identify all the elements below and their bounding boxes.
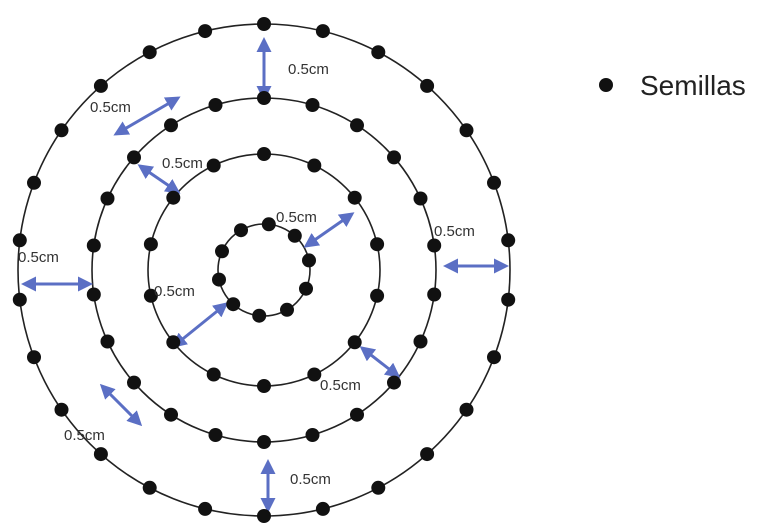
seed-dot — [206, 158, 221, 173]
seed-dot — [164, 118, 178, 133]
spacing-top-label: 0.5cm — [288, 61, 329, 78]
seed-dot — [142, 480, 157, 495]
seed-dot — [257, 379, 271, 393]
seed-dot — [459, 402, 474, 417]
seed-dot — [166, 190, 181, 205]
seed-dot — [427, 287, 442, 302]
legend: Semillas — [599, 70, 746, 101]
seed-dot — [305, 98, 320, 112]
spacing-upper-left-label: 0.5cm — [90, 99, 131, 116]
arrows-layer — [21, 37, 509, 513]
seed-dot — [143, 237, 158, 252]
spacing-right-label: 0.5cm — [434, 223, 475, 240]
seed-dot — [315, 501, 330, 516]
seed-dot — [347, 190, 362, 205]
spacing-bottom-label: 0.5cm — [290, 471, 331, 488]
seed-dot — [413, 191, 428, 206]
spacing-center-left-arrow — [171, 302, 229, 348]
seed-dot — [12, 292, 27, 307]
seed-dot — [307, 367, 322, 382]
seed-dot — [93, 447, 108, 462]
seed-dot — [299, 281, 313, 296]
seed-dot — [27, 175, 41, 190]
seed-dot — [487, 175, 501, 190]
seed-dot — [215, 244, 229, 259]
seed-dot — [212, 272, 226, 287]
seed-dot — [287, 228, 302, 243]
seed-dot — [208, 98, 223, 112]
seed-dot — [280, 302, 294, 317]
seed-dot — [234, 223, 248, 238]
seeds-layer — [12, 17, 516, 523]
seed-dot — [315, 24, 330, 39]
spacing-left-label: 0.5cm — [18, 249, 59, 266]
spacing-lower-right-arrow — [359, 346, 401, 378]
seed-dot — [387, 150, 401, 165]
spacing-lower-right-label: 0.5cm — [320, 377, 361, 394]
seed-dot — [487, 350, 501, 365]
seed-dot — [142, 45, 157, 60]
seed-dot — [387, 375, 401, 390]
spacing-center-right-arrow — [303, 212, 355, 248]
seed-dot — [208, 428, 223, 442]
seed-dot — [459, 123, 474, 138]
second-ring — [147, 153, 381, 387]
seed-dot — [257, 509, 271, 523]
seed-dot — [164, 407, 178, 422]
spacing-left-middle-arrow — [137, 164, 181, 194]
seed-dot — [198, 501, 213, 516]
legend-seed-icon — [599, 78, 613, 92]
seed-dot — [100, 191, 115, 206]
seed-dot — [305, 428, 320, 442]
seed-dot — [350, 407, 364, 422]
labels-layer: 0.5cm 0.5cm 0.5cm 0.5cm 0.5cm 0.5cm 0.5cm 0.5cm… — [18, 61, 475, 488]
seed-dot — [307, 158, 322, 173]
seed-dot — [100, 334, 115, 349]
spacing-lower-left-label: 0.5cm — [64, 427, 105, 444]
seed-dot — [347, 335, 362, 350]
spacing-center-left-label: 0.5cm — [154, 283, 195, 300]
seed-dot — [54, 402, 69, 417]
seed-dot — [93, 78, 108, 93]
seed-dot — [198, 24, 213, 39]
seed-dot — [371, 45, 386, 60]
seed-dot — [166, 335, 181, 350]
legend-label: Semillas — [640, 70, 746, 101]
seed-dot — [206, 367, 221, 382]
seed-dot — [257, 17, 271, 31]
seed-dot — [501, 292, 516, 307]
seed-dot — [86, 238, 101, 253]
seed-dot — [143, 288, 158, 303]
seed-dot — [501, 233, 516, 248]
seed-dot — [257, 435, 271, 449]
seed-dot — [427, 238, 442, 253]
seed-dot — [370, 288, 385, 303]
spacing-lower-left-arrow — [99, 383, 143, 427]
seed-dot — [371, 480, 386, 495]
seed-dot — [12, 233, 27, 248]
seed-dot — [54, 123, 69, 138]
seed-dot — [413, 334, 428, 349]
seed-dot — [252, 308, 267, 323]
seed-dot — [226, 297, 241, 312]
seed-dot — [302, 253, 316, 268]
spacing-center-right-label: 0.5cm — [276, 209, 317, 226]
seed-dot — [27, 350, 41, 365]
seed-dot — [127, 375, 141, 390]
seed-dot — [420, 447, 435, 462]
seed-dot — [420, 78, 435, 93]
seed-dot — [370, 237, 385, 252]
seed-dot — [350, 118, 364, 133]
seed-dot — [257, 147, 271, 161]
seed-dot — [86, 287, 101, 302]
seed-dot — [261, 217, 276, 232]
seed-dot — [127, 150, 141, 165]
spacing-upper-left-arrow — [113, 96, 181, 136]
seed-dot — [257, 91, 271, 105]
spacing-left-middle-label: 0.5cm — [162, 155, 203, 172]
